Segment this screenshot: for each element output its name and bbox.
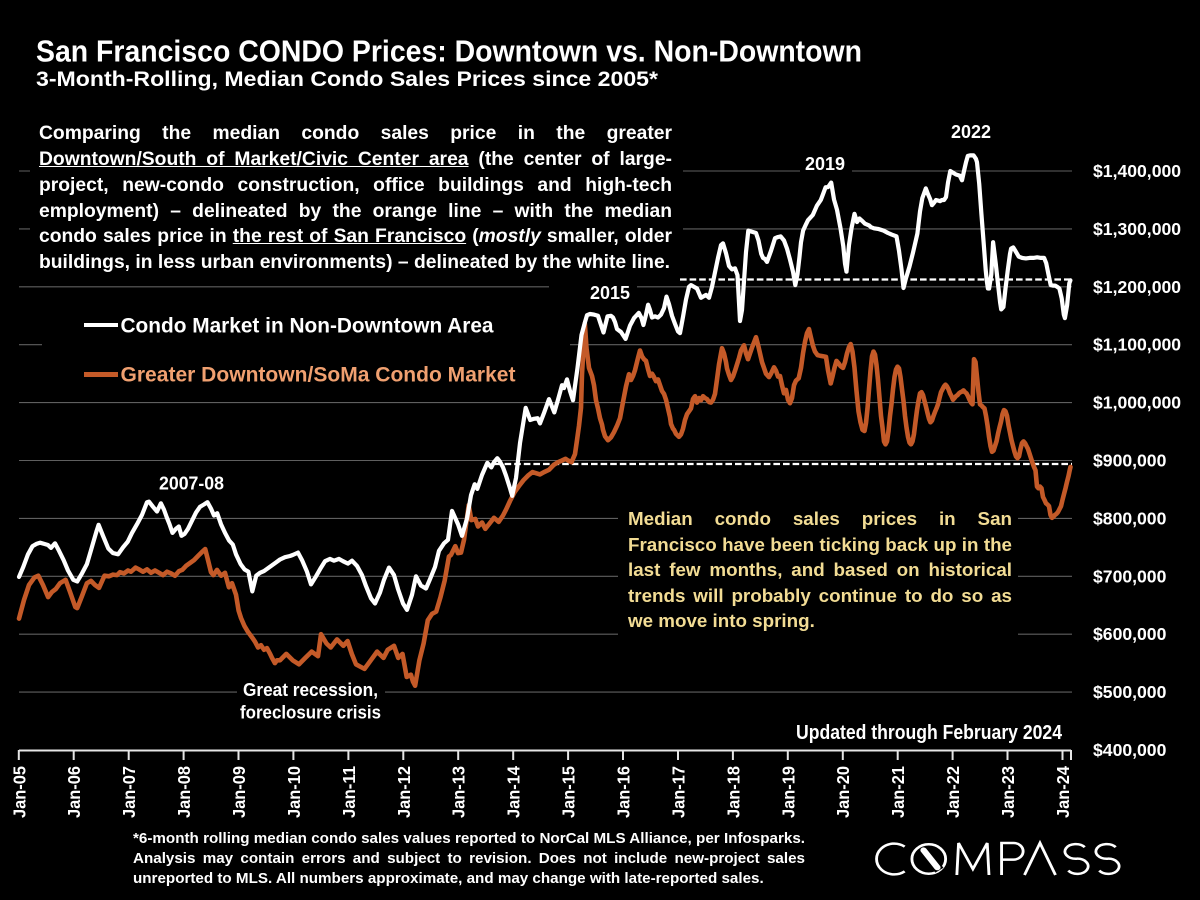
svg-text:Jan-18: Jan-18 xyxy=(723,766,743,818)
svg-text:Jan-23: Jan-23 xyxy=(998,766,1018,818)
svg-text:San Francisco CONDO Prices: Do: San Francisco CONDO Prices: Downtown vs.… xyxy=(36,34,862,69)
svg-text:Jan-17: Jan-17 xyxy=(669,766,689,818)
svg-text:Jan-09: Jan-09 xyxy=(229,766,249,818)
svg-text:$400,000: $400,000 xyxy=(1093,740,1167,760)
svg-text:2007-08: 2007-08 xyxy=(159,473,224,494)
svg-text:Jan-19: Jan-19 xyxy=(778,766,798,818)
svg-text:$1,200,000: $1,200,000 xyxy=(1093,277,1181,297)
svg-text:$500,000: $500,000 xyxy=(1093,682,1167,702)
svg-text:Jan-24: Jan-24 xyxy=(1053,766,1073,818)
svg-text:Jan-12: Jan-12 xyxy=(394,766,414,818)
svg-text:Jan-10: Jan-10 xyxy=(284,766,304,818)
svg-text:Great recession,: Great recession, xyxy=(243,679,378,700)
svg-text:Jan-21: Jan-21 xyxy=(888,766,908,818)
svg-text:Jan-13: Jan-13 xyxy=(449,766,469,818)
svg-text:$1,400,000: $1,400,000 xyxy=(1093,161,1181,181)
svg-text:Updated through February 2024: Updated through February 2024 xyxy=(796,722,1063,744)
svg-text:$1,000,000: $1,000,000 xyxy=(1093,393,1181,413)
svg-text:$700,000: $700,000 xyxy=(1093,566,1167,586)
svg-text:$600,000: $600,000 xyxy=(1093,624,1167,644)
svg-text:foreclosure crisis: foreclosure crisis xyxy=(240,702,381,723)
svg-text:Jan-11: Jan-11 xyxy=(339,766,359,818)
svg-text:Jan-05: Jan-05 xyxy=(9,766,29,818)
svg-text:Jan-08: Jan-08 xyxy=(174,766,194,818)
svg-text:3-Month-Rolling, Median Condo: 3-Month-Rolling, Median Condo Sales Pric… xyxy=(36,68,659,91)
svg-text:2022: 2022 xyxy=(951,122,991,142)
svg-text:Greater Downtown/SoMa Condo Ma: Greater Downtown/SoMa Condo Market xyxy=(121,364,516,387)
svg-text:$800,000: $800,000 xyxy=(1093,508,1167,528)
svg-text:Condo Market in Non-Downtown A: Condo Market in Non-Downtown Area xyxy=(121,315,494,338)
svg-text:2019: 2019 xyxy=(805,154,845,174)
svg-text:Jan-16: Jan-16 xyxy=(614,766,634,818)
svg-text:$1,300,000: $1,300,000 xyxy=(1093,219,1181,239)
svg-text:Jan-14: Jan-14 xyxy=(504,766,524,818)
svg-text:$1,100,000: $1,100,000 xyxy=(1093,335,1181,355)
svg-text:$900,000: $900,000 xyxy=(1093,451,1167,471)
svg-text:Jan-20: Jan-20 xyxy=(833,766,853,818)
svg-text:2015: 2015 xyxy=(590,283,630,303)
svg-text:Jan-22: Jan-22 xyxy=(943,766,963,818)
svg-text:Jan-15: Jan-15 xyxy=(559,766,579,818)
svg-text:Jan-06: Jan-06 xyxy=(64,766,84,818)
svg-text:Jan-07: Jan-07 xyxy=(119,766,139,818)
